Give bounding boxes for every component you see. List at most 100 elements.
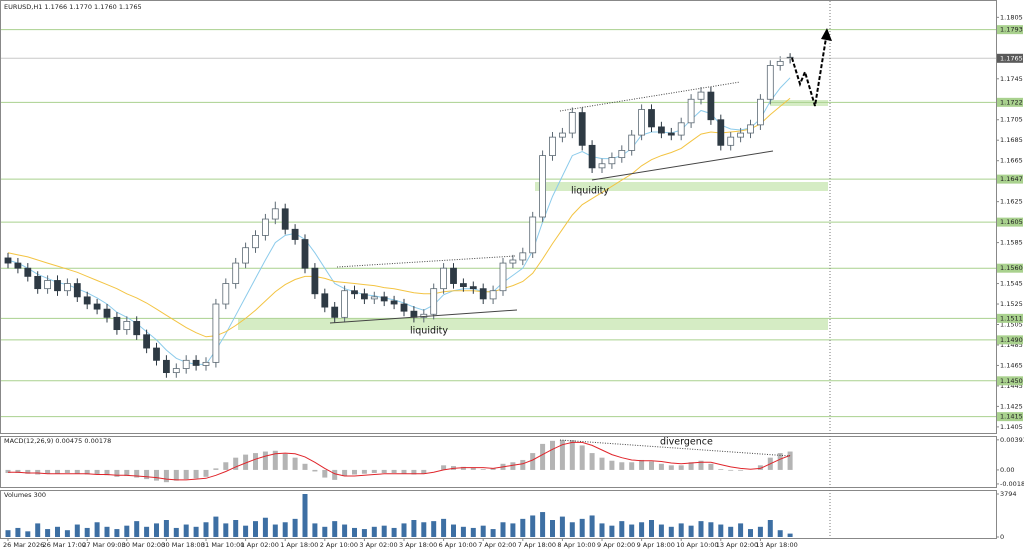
volume-bar xyxy=(728,526,734,537)
volume-bar xyxy=(74,524,80,537)
price-panel xyxy=(0,0,997,434)
level-label: 1.1793 xyxy=(1000,26,1023,34)
level-label-box xyxy=(997,263,1023,273)
macd-bar xyxy=(599,457,605,470)
macd-bar xyxy=(15,469,21,473)
volume-bar xyxy=(45,529,51,537)
macd-bar xyxy=(777,453,783,470)
volume-bar xyxy=(559,516,565,537)
volume-bar xyxy=(35,523,41,537)
volume-bar xyxy=(500,522,506,537)
volume-bar xyxy=(381,525,387,537)
candle-body xyxy=(509,259,517,264)
volume-bar xyxy=(183,524,189,537)
volume-bar xyxy=(569,522,575,537)
divergence-line xyxy=(559,439,791,457)
macd-bar xyxy=(35,469,41,475)
channel-line xyxy=(591,150,774,181)
volume-bar xyxy=(104,526,110,537)
x-tick-label: 10 Apr 10:00 xyxy=(676,541,718,549)
candle-body xyxy=(172,368,180,374)
macd-bar xyxy=(421,469,427,474)
macd-bar xyxy=(302,463,308,470)
level-label: 1.1490 xyxy=(1000,336,1023,344)
macd-bar xyxy=(490,468,496,470)
candle-body xyxy=(727,136,735,146)
candle-body xyxy=(410,310,418,318)
macd-bar xyxy=(94,469,100,475)
volume-bar xyxy=(134,521,140,537)
volume-bar xyxy=(639,522,645,537)
level-label-box xyxy=(997,217,1023,227)
x-tick-label: 31 Mar 10:00 xyxy=(201,541,244,549)
x-tick-label: 13 Apr 02:00 xyxy=(716,541,758,549)
candle-body xyxy=(103,308,111,318)
macd-bar xyxy=(609,460,615,470)
candle-body xyxy=(360,293,368,300)
macd-bar xyxy=(658,463,664,470)
macd-bar xyxy=(55,469,60,474)
candle-body xyxy=(212,303,220,363)
macd-bar xyxy=(738,469,744,471)
macd-bar xyxy=(787,451,793,470)
volume-bar xyxy=(203,522,209,537)
volume-bar xyxy=(223,523,229,537)
y-tick-label: 1.1465 xyxy=(1000,361,1023,369)
candle-body xyxy=(648,109,655,128)
candle-body xyxy=(133,321,141,336)
candle-body xyxy=(539,155,546,218)
macd-bar xyxy=(361,469,367,474)
liquidity-zone xyxy=(238,319,828,330)
macd-bar xyxy=(203,469,209,477)
y-tick-label: 1.1405 xyxy=(1000,423,1023,431)
volume-bar xyxy=(441,518,447,537)
candle-body xyxy=(380,296,388,302)
x-tick-label: 30 Mar 18:00 xyxy=(161,541,204,549)
macd-bar xyxy=(728,469,734,471)
macd-bar xyxy=(342,469,348,477)
volume-title: Volumes 300 xyxy=(4,491,46,499)
annotation: liquidity xyxy=(410,326,448,337)
volume-bar xyxy=(748,529,753,537)
volume-bar xyxy=(411,519,417,537)
candle-body xyxy=(529,216,537,254)
macd-bar xyxy=(272,450,278,470)
volume-bar xyxy=(25,531,31,537)
macd-bar xyxy=(64,469,70,473)
macd-bar xyxy=(757,465,763,470)
macd-bar xyxy=(322,469,328,478)
volume-bar xyxy=(371,526,377,537)
candle-body xyxy=(341,290,349,318)
volume-bar xyxy=(302,494,308,537)
volume-bar xyxy=(55,526,60,537)
volume-bar xyxy=(589,515,595,537)
macd-bar xyxy=(708,463,714,470)
candle-body xyxy=(499,262,507,292)
candle-body xyxy=(83,296,91,305)
candle-body xyxy=(578,112,586,146)
macd-bar xyxy=(243,454,249,470)
macd-panel xyxy=(0,436,997,488)
last-price-label: 1.1765 xyxy=(1000,54,1023,62)
macd-bar xyxy=(629,462,635,470)
candle-body xyxy=(658,126,665,134)
candle-body xyxy=(222,283,230,305)
candle-body xyxy=(559,132,566,138)
candle-body xyxy=(301,239,309,269)
volume-bar xyxy=(718,524,724,537)
volume-bar xyxy=(530,515,536,537)
candle-body xyxy=(469,286,477,290)
macd-bar xyxy=(74,469,80,474)
candle-body xyxy=(24,267,32,277)
level-label: 1.1722 xyxy=(1000,98,1023,106)
y-tick-label: 3794 xyxy=(1000,490,1017,498)
volume-bar xyxy=(114,529,120,537)
candle-body xyxy=(479,288,487,300)
x-tick-label: 30 Mar 02:00 xyxy=(122,541,165,549)
candle-body xyxy=(628,134,636,151)
macd-bar xyxy=(223,462,229,470)
level-label-box xyxy=(997,174,1023,184)
candle-body xyxy=(281,208,289,230)
y-tick-label: 1.1665 xyxy=(1000,157,1023,165)
